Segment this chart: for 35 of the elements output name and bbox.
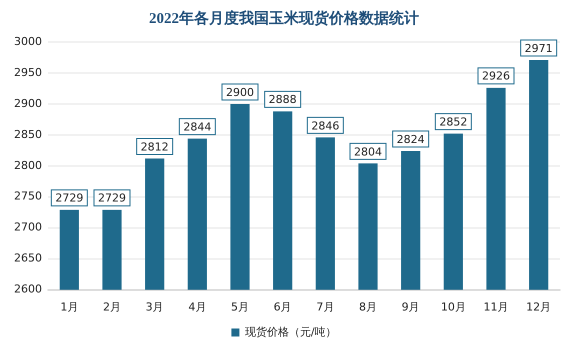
y-tick-label: 2650	[14, 252, 42, 265]
data-label: 2888	[268, 93, 297, 106]
y-tick-label: 2600	[14, 282, 42, 296]
chart-title: 2022年各月度我国玉米现货价格数据统计	[149, 8, 419, 27]
y-tick-label: 3000	[14, 34, 42, 48]
data-label: 2900	[226, 86, 254, 99]
data-label: 2729	[98, 192, 126, 205]
legend-label: 现货价格（元/吨）	[244, 325, 337, 338]
data-label: 2812	[140, 140, 169, 154]
x-tick-label: 9月	[402, 300, 420, 314]
data-label: 2971	[524, 42, 553, 55]
data-label: 2852	[439, 116, 468, 129]
x-tick-label: 3月	[146, 300, 164, 314]
y-tick-label: 2750	[14, 190, 42, 203]
x-tick-label: 7月	[316, 300, 334, 314]
data-label: 2729	[55, 192, 84, 205]
y-tick-label: 2700	[14, 220, 42, 234]
data-label: 2926	[482, 70, 510, 83]
x-tick-label: 8月	[359, 300, 377, 314]
x-tick-label: 1月	[60, 300, 78, 314]
x-tick-label: 11月	[484, 300, 508, 314]
data-label: 2846	[311, 119, 340, 132]
x-tick-label: 12月	[526, 300, 552, 314]
x-tick-label: 10月	[440, 300, 466, 314]
y-tick-label: 2850	[14, 128, 42, 141]
data-label: 2844	[183, 120, 212, 134]
x-tick-label: 4月	[188, 300, 206, 314]
x-tick-label: 5月	[230, 300, 249, 314]
x-tick-label: 2月	[102, 300, 121, 314]
data-label: 2824	[396, 132, 425, 146]
data-label: 2804	[354, 145, 382, 158]
x-tick-label: 6月	[274, 300, 292, 314]
y-tick-label: 2950	[14, 66, 42, 79]
y-tick-label: 2900	[14, 96, 42, 110]
y-tick-label: 2800	[14, 158, 42, 172]
